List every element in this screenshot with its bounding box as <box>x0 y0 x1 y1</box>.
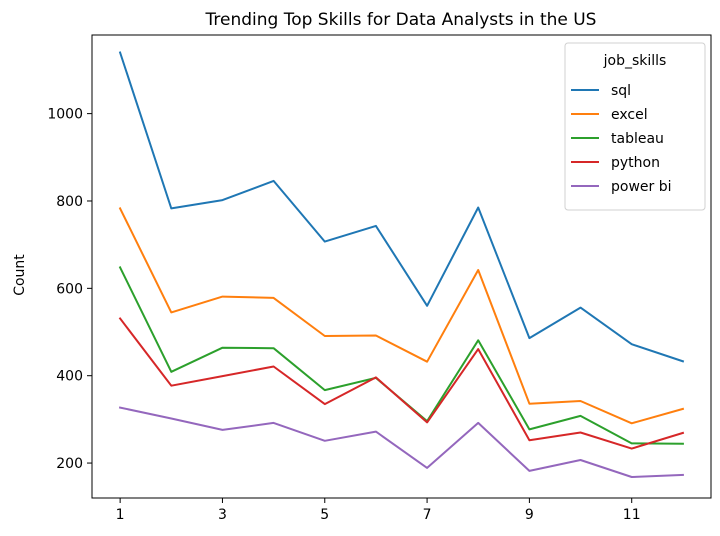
y-tick-label: 200 <box>56 456 83 472</box>
plot-area <box>91 34 712 499</box>
legend-title: job_skills <box>603 53 667 69</box>
series-line-python <box>118 317 685 450</box>
y-axis: 200 400 600 800 1000 <box>47 107 92 472</box>
y-tick-label: 600 <box>56 281 83 297</box>
y-axis-label: Count <box>12 254 28 296</box>
legend: job_skills sql excel tableau python power bi <box>564 42 706 211</box>
x-tick-label: 7 <box>423 507 432 523</box>
chart-title: Trending Top Skills for Data Analysts in… <box>205 10 597 30</box>
x-tick-label: 3 <box>218 507 227 523</box>
x-tick-label: 5 <box>320 507 329 523</box>
series-line-tableau <box>118 266 684 445</box>
legend-label-python: python <box>611 155 660 171</box>
legend-label-power-bi: power bi <box>611 179 672 195</box>
series-group <box>118 51 685 478</box>
legend-label-tableau: tableau <box>611 131 664 147</box>
y-tick-label: 400 <box>56 369 83 385</box>
legend-label-sql: sql <box>611 83 631 99</box>
series-line-power-bi <box>118 406 684 478</box>
series-line-excel <box>118 207 685 425</box>
x-tick-label: 1 <box>116 507 125 523</box>
plot-frame <box>91 34 712 499</box>
series-line-sql <box>118 51 685 363</box>
legend-label-excel: excel <box>611 107 648 123</box>
y-tick-label: 800 <box>56 194 83 210</box>
legend-box <box>564 42 706 211</box>
y-tick-label: 1000 <box>47 107 83 123</box>
x-tick-label: 11 <box>623 507 641 523</box>
x-axis: 1 3 5 7 9 11 <box>116 498 641 523</box>
x-tick-label: 9 <box>525 507 534 523</box>
